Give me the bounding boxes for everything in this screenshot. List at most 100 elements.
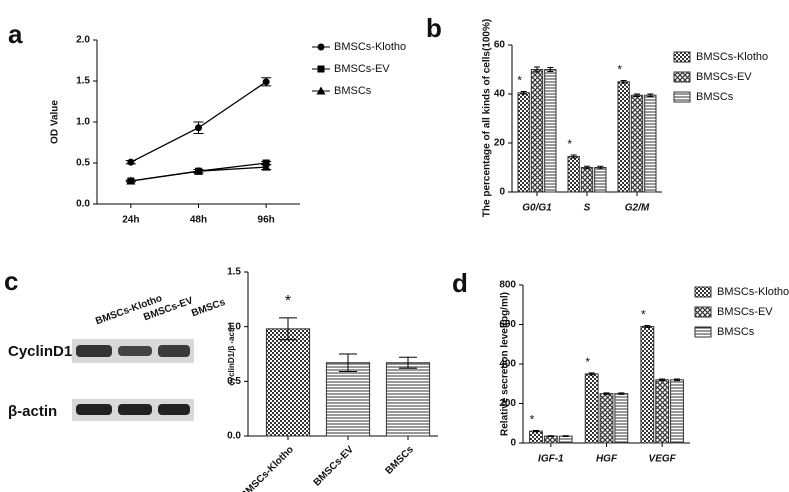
panel-letter: c xyxy=(4,266,18,296)
bar xyxy=(529,430,543,444)
annotation: * xyxy=(567,137,572,151)
error-bar xyxy=(547,435,554,437)
y-tick-label: 0 xyxy=(499,187,505,198)
x-tick-label: VEGF xyxy=(649,454,677,465)
bar xyxy=(670,379,684,444)
y-tick-label: 0.0 xyxy=(227,431,241,442)
error-bar xyxy=(659,378,666,382)
x-tick-label: G2/M xyxy=(625,203,650,214)
bar xyxy=(558,435,573,444)
x-tick-label: HGF xyxy=(596,454,618,465)
legend-swatch xyxy=(694,286,712,298)
y-tick-label: 60 xyxy=(494,40,506,51)
y-tick-label: 1.0 xyxy=(227,321,241,332)
y-tick-label: 40 xyxy=(494,89,506,100)
bar xyxy=(644,94,657,193)
legend-swatch xyxy=(694,326,712,338)
y-axis-label: OD Value xyxy=(50,100,61,144)
legend-marker xyxy=(317,65,325,73)
western-blot xyxy=(72,339,194,421)
error-bar xyxy=(618,392,625,395)
legend-label: BMSCs-Klotho xyxy=(717,286,789,298)
bar xyxy=(530,69,544,193)
error-bar xyxy=(279,317,297,341)
legend-marker xyxy=(317,43,325,51)
panel-letter: b xyxy=(426,13,442,43)
protein-label: β-actin xyxy=(8,403,57,420)
annotation: * xyxy=(641,308,646,322)
bar xyxy=(594,167,607,193)
error-bar xyxy=(534,66,540,73)
bar xyxy=(544,69,557,193)
y-tick-label: 2.0 xyxy=(76,35,90,46)
panel-letter: a xyxy=(8,19,23,49)
bar xyxy=(580,167,594,193)
legend-marker xyxy=(316,86,326,95)
y-tick-label: 400 xyxy=(499,359,516,370)
legend-label: BMSCs xyxy=(696,91,734,103)
bar xyxy=(567,155,580,193)
error-bar xyxy=(570,154,577,159)
y-tick-label: 0.5 xyxy=(76,158,90,169)
marker xyxy=(127,158,135,166)
bar xyxy=(630,94,644,193)
y-tick-label: 0.0 xyxy=(76,199,90,210)
x-tick-label: IGF-1 xyxy=(538,454,564,465)
y-tick-label: 0.5 xyxy=(227,376,241,387)
bar xyxy=(543,435,558,444)
protein-label: CyclinD1 xyxy=(8,343,72,360)
annotation: * xyxy=(517,74,522,88)
y-axis-label: The percentage of all kinds of cells(100… xyxy=(482,19,493,217)
error-bar xyxy=(644,324,651,328)
bar xyxy=(265,328,311,437)
y-axis-label: cyclinD1/β -actin xyxy=(227,322,236,386)
error-bar xyxy=(399,356,417,369)
x-tick-label: BMSCs xyxy=(383,444,416,477)
marker xyxy=(126,176,136,185)
error-bar xyxy=(562,435,569,437)
annotation: * xyxy=(530,413,535,427)
legend-swatch xyxy=(694,306,712,318)
y-tick-label: 0 xyxy=(510,438,516,449)
error-bar xyxy=(532,430,539,433)
legend-label: BMSCs-EV xyxy=(717,306,773,318)
legend-swatch xyxy=(673,91,691,103)
marker xyxy=(194,166,203,175)
error-bar xyxy=(339,353,357,372)
y-tick-label: 1.5 xyxy=(227,267,241,278)
y-tick-label: 1.0 xyxy=(76,117,90,128)
bar xyxy=(325,362,371,437)
annotation: * xyxy=(285,293,291,310)
bar xyxy=(584,373,599,444)
error-bar xyxy=(603,392,610,395)
annotation: * xyxy=(585,355,590,369)
bar xyxy=(617,81,630,193)
x-tick-label: 96h xyxy=(258,215,275,226)
y-axis-label: Relative secretion level(pg/ml) xyxy=(500,292,511,436)
bar xyxy=(655,379,670,444)
bar xyxy=(614,393,629,444)
bar xyxy=(640,325,655,444)
legend-label: BMSCs-EV xyxy=(334,63,390,75)
x-tick-label: BMSCs-Klotho xyxy=(239,444,296,492)
x-tick-label: BMSCs-EV xyxy=(312,444,357,489)
panel-letter: d xyxy=(452,268,468,298)
error-bar xyxy=(584,165,590,170)
error-bar xyxy=(547,67,554,72)
y-tick-label: 200 xyxy=(499,398,516,409)
bar xyxy=(385,362,431,437)
legend-label: BMSCs-Klotho xyxy=(696,51,768,63)
error-bar xyxy=(588,372,595,376)
x-tick-label: 48h xyxy=(190,215,207,226)
error-bar xyxy=(597,165,604,170)
y-tick-label: 20 xyxy=(494,138,506,149)
legend-label: BMSCs xyxy=(334,85,372,97)
x-tick-label: S xyxy=(584,203,591,214)
bar xyxy=(599,393,614,444)
legend-swatch xyxy=(673,71,691,83)
y-tick-label: 800 xyxy=(499,280,516,291)
x-tick-label: G0/G1 xyxy=(522,203,552,214)
marker xyxy=(261,162,271,171)
bar xyxy=(517,92,530,193)
y-tick-label: 600 xyxy=(499,319,516,330)
